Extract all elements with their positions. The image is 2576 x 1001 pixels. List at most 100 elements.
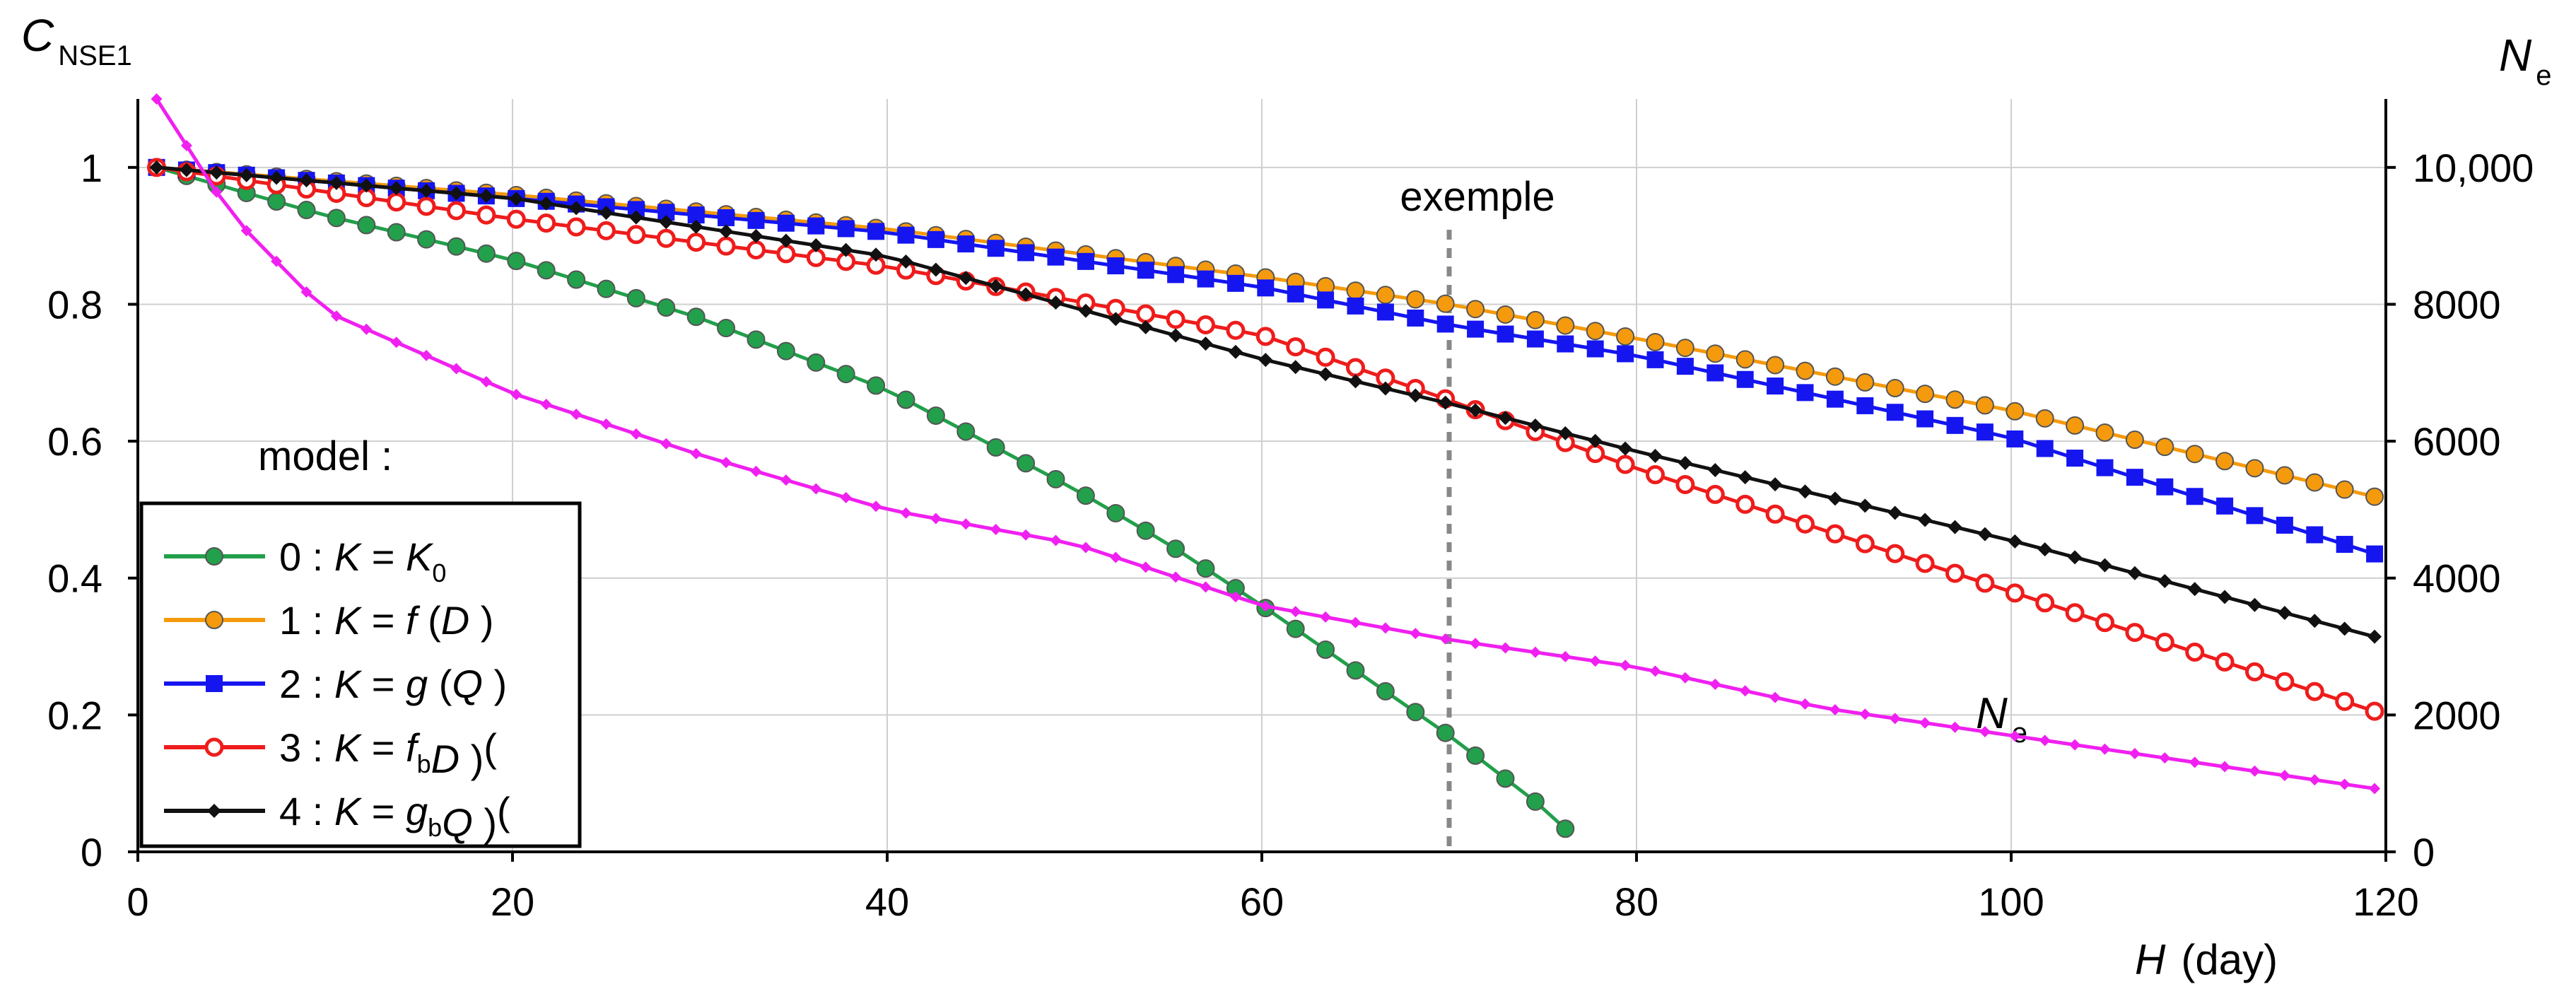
data-point: [2035, 409, 2054, 428]
data-point: [1410, 628, 1422, 640]
data-point: [660, 438, 672, 450]
data-point: [1586, 444, 1605, 464]
data-point: [1887, 505, 1902, 520]
data-point: [1557, 335, 1574, 353]
data-point: [1378, 381, 1393, 396]
data-point: [656, 228, 676, 248]
data-point: [1646, 351, 1664, 368]
data-point: [686, 233, 706, 252]
data-point: [2129, 747, 2141, 759]
data-point: [2369, 783, 2381, 795]
data-point: [928, 262, 943, 277]
data-point: [2155, 633, 2174, 652]
data-point: [1255, 327, 1275, 346]
data-point: [1918, 513, 1933, 527]
data-point: [2006, 402, 2025, 421]
data-point: [1559, 650, 1571, 662]
data-point: [300, 286, 312, 298]
data-point: [1346, 358, 1365, 377]
data-point: [837, 220, 855, 238]
data-point: [1586, 322, 1605, 341]
data-point: [1406, 703, 1425, 722]
data-point: [1017, 244, 1035, 262]
data-point: [1346, 281, 1365, 300]
data-point: [807, 353, 826, 372]
data-point: [1649, 665, 1661, 677]
data-point: [1675, 339, 1694, 358]
series-Ne: [151, 93, 2381, 795]
x-axis-label: H (day): [2135, 936, 2278, 983]
data-point: [1196, 315, 1215, 334]
data-point: [2309, 774, 2321, 786]
data-point: [2275, 466, 2294, 485]
data-point: [2219, 761, 2231, 773]
data-point: [1825, 524, 1845, 544]
data-point: [2275, 672, 2295, 691]
data-point: [778, 233, 793, 248]
data-point: [1166, 539, 1185, 558]
data-point: [776, 244, 796, 264]
data-point: [1708, 463, 1723, 478]
data-point: [179, 163, 194, 177]
data-point: [600, 418, 612, 430]
data-point: [297, 201, 316, 220]
data-point: [1438, 395, 1453, 410]
data-point: [1019, 287, 1034, 302]
data-point: [447, 201, 466, 221]
data-point: [1050, 534, 1062, 546]
data-point: [1646, 465, 1665, 485]
data-point: [2365, 487, 2384, 506]
data-point: [1976, 423, 1994, 441]
data-point: [749, 228, 763, 243]
data-point: [987, 240, 1005, 257]
data-point: [2335, 691, 2355, 711]
data-point: [2095, 423, 2114, 442]
data-point: [1916, 385, 1935, 404]
data-point: [2035, 593, 2055, 613]
data-point: [1136, 304, 1156, 324]
data-point: [299, 173, 314, 188]
data-point: [1107, 257, 1125, 275]
data-point: [1526, 330, 1544, 348]
data-point: [449, 186, 464, 201]
x-tick-label: 120: [2353, 879, 2418, 924]
data-point: [180, 139, 192, 151]
data-point: [1288, 360, 1303, 375]
data-point: [1166, 310, 1185, 329]
data-point: [1020, 529, 1032, 541]
data-point: [2097, 558, 2112, 573]
data-point: [1439, 633, 1451, 645]
data-point: [2039, 734, 2051, 747]
data-point: [1498, 411, 1513, 426]
data-point: [1286, 619, 1305, 638]
data-point: [417, 230, 436, 249]
data-point: [570, 408, 582, 420]
data-point: [211, 186, 223, 198]
data-point: [2216, 497, 2234, 515]
data-point: [267, 192, 286, 211]
data-point: [1137, 262, 1154, 279]
data-point: [1528, 418, 1542, 433]
data-point: [476, 205, 496, 225]
data-point: [1855, 534, 1875, 554]
data-point: [2008, 534, 2022, 549]
data-point: [476, 244, 496, 263]
data-point: [1796, 514, 1815, 534]
data-point: [566, 217, 586, 237]
data-point: [959, 271, 973, 286]
data-point: [1735, 350, 1755, 369]
data-point: [2159, 752, 2171, 764]
data-point: [2037, 542, 2052, 557]
data-point: [870, 500, 882, 513]
data-point: [1106, 503, 1125, 522]
data-point: [1556, 819, 1575, 838]
data-point: [2069, 739, 2081, 751]
data-point: [960, 518, 972, 530]
data-point: [361, 323, 373, 335]
data-point: [2278, 769, 2290, 781]
data-point: [2366, 545, 2384, 563]
data-point: [1138, 320, 1153, 334]
data-point: [567, 270, 586, 289]
data-point: [1979, 725, 1991, 737]
